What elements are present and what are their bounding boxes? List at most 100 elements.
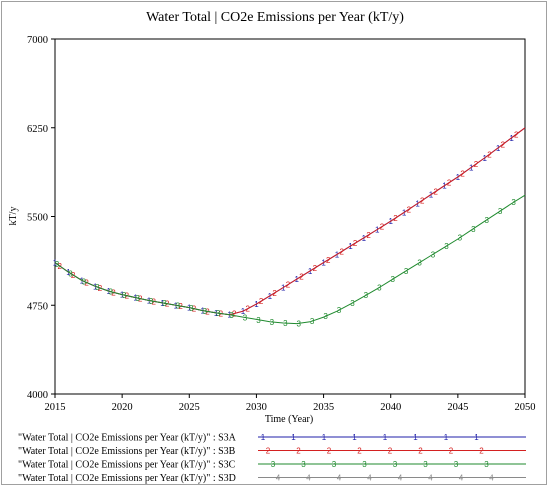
series-marker-3: 3 [109, 288, 114, 297]
series-marker-3: 3 [283, 319, 288, 328]
series-marker-3: 3 [444, 242, 449, 251]
legend-marker-2: 2 [418, 447, 423, 456]
series-marker-1: 1 [294, 275, 299, 284]
series-marker-3: 3 [229, 311, 234, 320]
legend-marker-2: 2 [327, 447, 332, 456]
series-marker-2: 2 [353, 239, 358, 248]
series-marker-3: 3 [176, 302, 181, 311]
series-marker-3: 3 [337, 306, 342, 315]
x-tick-label: 2035 [313, 402, 334, 413]
legend-marker-4: 4 [489, 474, 494, 483]
legend-label: "Water Total | CO2e Emissions per Year (… [18, 446, 236, 457]
series-marker-3: 3 [511, 198, 516, 207]
legend-marker-2: 2 [266, 447, 271, 456]
series-marker-3: 3 [431, 250, 436, 259]
series-marker-2: 2 [272, 289, 277, 298]
series-marker-3: 3 [417, 259, 422, 268]
series-marker-3: 3 [297, 319, 302, 328]
x-tick-label: 2045 [447, 402, 468, 413]
x-tick-label: 2030 [246, 402, 267, 413]
series-marker-3: 3 [377, 283, 382, 292]
x-axis-label: Time (Year) [265, 414, 313, 425]
series-marker-1: 1 [362, 234, 367, 243]
legend-marker-1: 1 [261, 433, 266, 442]
series-marker-3: 3 [310, 317, 315, 326]
legend-marker-3: 3 [301, 460, 306, 469]
series-marker-3: 3 [350, 299, 355, 308]
series-marker-2: 2 [259, 297, 264, 306]
series-marker-1: 1 [442, 182, 447, 191]
series-marker-1: 1 [268, 292, 273, 301]
series-marker-1: 1 [415, 199, 420, 208]
y-tick-label: 5500 [27, 213, 48, 224]
series-marker-2: 2 [326, 256, 331, 265]
legend-marker-1: 1 [444, 433, 449, 442]
series-line-3 [54, 194, 526, 325]
series-marker-3: 3 [485, 216, 490, 225]
y-tick-label: 4000 [27, 390, 48, 401]
legend-marker-3: 3 [332, 460, 337, 469]
legend-marker-4: 4 [428, 474, 433, 483]
legend-label: "Water Total | CO2e Emissions per Year (… [18, 460, 236, 471]
series-marker-1: 1 [281, 284, 286, 293]
y-axis-label: kT/y [8, 207, 19, 226]
series-marker-2: 2 [393, 214, 398, 223]
series-marker-2: 2 [433, 188, 438, 197]
series-marker-3: 3 [82, 277, 87, 286]
x-tick-label: 2050 [515, 402, 536, 413]
series-marker-2: 2 [460, 170, 465, 179]
legend-marker-4: 4 [367, 474, 372, 483]
legend-label: "Water Total | CO2e Emissions per Year (… [18, 433, 237, 444]
legend-marker-3: 3 [271, 460, 276, 469]
series-marker-3: 3 [270, 318, 275, 327]
series-marker-1: 1 [335, 250, 340, 259]
legend-marker-3: 3 [393, 460, 398, 469]
legend-marker-2: 2 [449, 447, 454, 456]
series-marker-2: 2 [447, 179, 452, 188]
series-marker-3: 3 [498, 207, 503, 216]
legend-marker-3: 3 [454, 460, 459, 469]
legend-marker-3: 3 [362, 460, 367, 469]
series-marker-3: 3 [404, 267, 409, 276]
series-marker-1: 1 [496, 144, 501, 153]
series-marker-2: 2 [487, 150, 492, 159]
series-marker-1: 1 [241, 307, 246, 316]
legend-marker-3: 3 [423, 460, 428, 469]
series-marker-3: 3 [189, 304, 194, 313]
legend-marker-1: 1 [383, 433, 388, 442]
y-tick-label: 7000 [27, 35, 48, 46]
series-marker-1: 1 [429, 191, 434, 200]
legend-marker-4: 4 [306, 474, 311, 483]
series-marker-1: 1 [456, 173, 461, 182]
legend-marker-4: 4 [459, 474, 464, 483]
x-tick-label: 2015 [45, 402, 66, 413]
series-marker-3: 3 [162, 299, 167, 308]
series-marker-2: 2 [245, 305, 250, 314]
series-marker-3: 3 [471, 225, 476, 234]
series-marker-2: 2 [232, 309, 237, 318]
series-marker-3: 3 [323, 312, 328, 321]
series-marker-2: 2 [514, 130, 519, 139]
series-marker-3: 3 [216, 309, 221, 318]
legend-marker-2: 2 [388, 447, 393, 456]
legend-marker-2: 2 [296, 447, 301, 456]
y-tick-label: 4750 [27, 301, 48, 312]
series-marker-1: 1 [469, 163, 474, 172]
series-marker-3: 3 [243, 313, 248, 322]
series-marker-2: 2 [299, 272, 304, 281]
series-marker-3: 3 [458, 234, 463, 243]
series-marker-2: 2 [366, 231, 371, 240]
series-marker-2: 2 [407, 205, 412, 214]
legend-marker-1: 1 [352, 433, 357, 442]
x-tick-label: 2020 [112, 402, 133, 413]
series-marker-1: 1 [348, 242, 353, 251]
y-tick-label: 6250 [27, 124, 48, 135]
series-marker-3: 3 [149, 297, 154, 306]
chart-title: Water Total | CO2e Emissions per Year (k… [146, 10, 404, 25]
series-marker-3: 3 [135, 294, 140, 303]
series-marker-1: 1 [321, 259, 326, 268]
series-marker-2: 2 [501, 140, 506, 149]
legend-marker-3: 3 [484, 460, 489, 469]
series-marker-1: 1 [308, 267, 313, 276]
